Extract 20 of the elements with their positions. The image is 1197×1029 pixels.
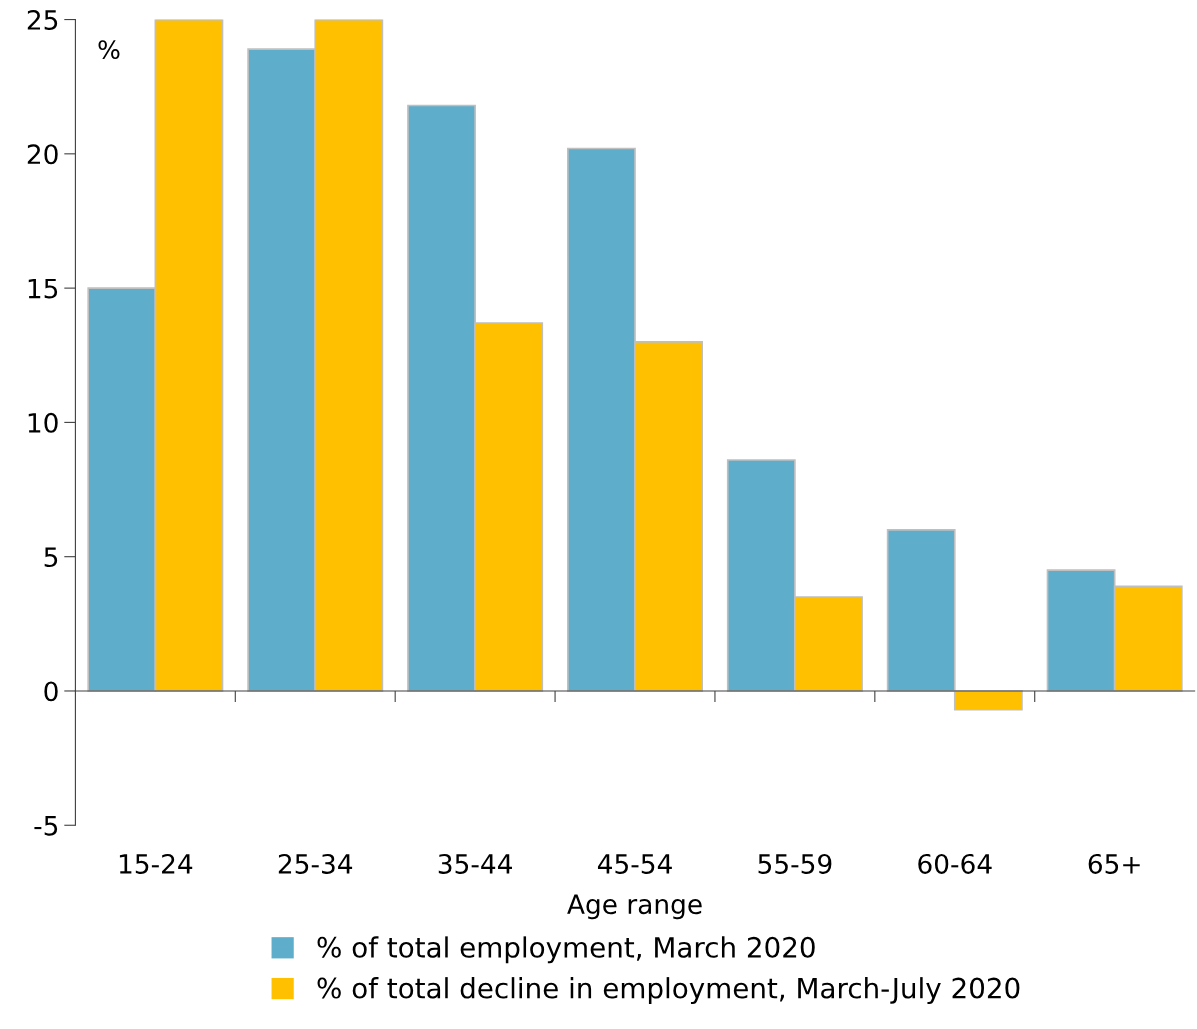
x-tick-label: 55-59 xyxy=(758,853,832,874)
x-tick-label: 60-64 xyxy=(918,853,992,874)
y-tick-label: 25 xyxy=(27,9,58,30)
y-tick-label: 20 xyxy=(27,144,58,165)
y-tick-label: 5 xyxy=(44,547,58,568)
x-tick-label: 35-44 xyxy=(438,853,512,874)
x-tick-label: 45-54 xyxy=(597,854,672,874)
x-axis-title: Age range xyxy=(567,894,702,920)
bar xyxy=(953,690,1023,711)
x-tick-label: 15-24 xyxy=(119,853,193,874)
bar xyxy=(886,528,956,692)
y-tick-label: 10 xyxy=(28,412,58,433)
legend-label: % of total decline in employment, March-July 2020 xyxy=(317,977,1020,1004)
y-tick-label: 0 xyxy=(44,681,58,702)
y-tick-label: -5 xyxy=(34,816,58,836)
annotation: % xyxy=(98,40,120,60)
y-tick-label: 15 xyxy=(28,278,58,299)
x-tick-label: 25-34 xyxy=(278,853,353,874)
x-tick-label: 65+ xyxy=(1088,853,1140,874)
legend-label: % of total employment, March 2020 xyxy=(317,936,815,964)
